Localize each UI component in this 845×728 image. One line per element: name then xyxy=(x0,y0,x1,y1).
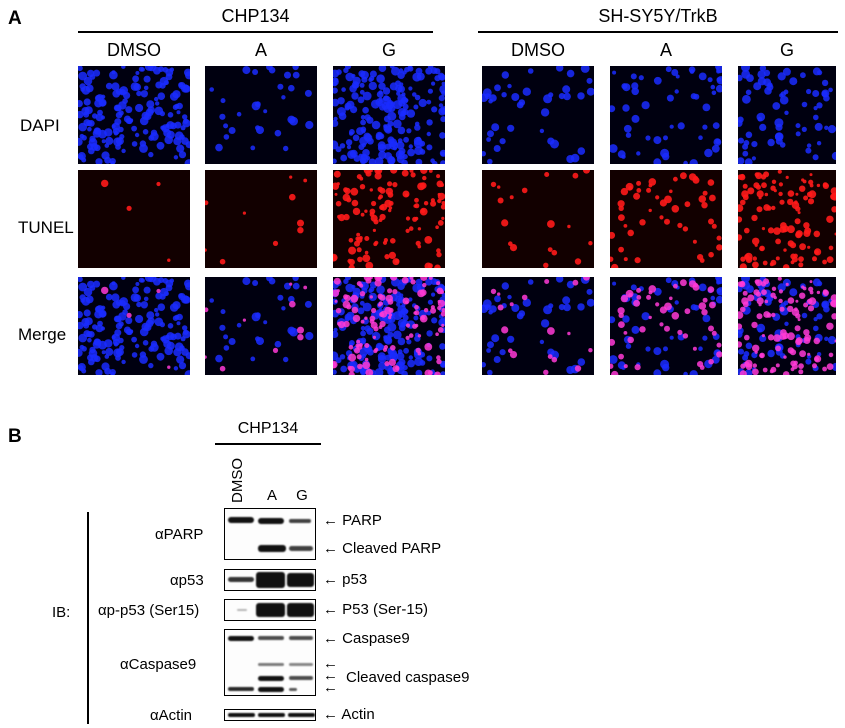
micrograph-tunel-shsy5y-g xyxy=(738,170,836,268)
blot-parp xyxy=(224,508,316,560)
lane-label-g: G xyxy=(296,487,308,504)
antibody-label-actin: αActin xyxy=(150,707,193,724)
band-caspase9-g xyxy=(289,636,313,640)
band-label-parp: ← PARP xyxy=(323,512,382,529)
column-label-shsy5y-g: G xyxy=(779,40,794,60)
micrograph-tunel-chp134-a xyxy=(205,170,317,268)
group-title-shsy5y: SH-SY5Y/TrkB xyxy=(598,6,718,26)
band-cleaved-parp-g xyxy=(289,546,313,551)
band-label-p53: ← p53 xyxy=(323,571,368,588)
band-p53-dmso xyxy=(228,577,254,582)
band-label-actin: ← Actin xyxy=(323,706,375,723)
band-caspase9-a xyxy=(258,636,284,640)
micrograph-merge-shsy5y-dmso xyxy=(482,277,594,375)
micrograph-merge-shsy5y-g xyxy=(738,277,836,375)
antibody-label-parp: αPARP xyxy=(155,526,204,543)
blot-caspase9 xyxy=(224,629,316,696)
band-cleaved-parp-a xyxy=(258,545,286,552)
column-label-chp134-g: G xyxy=(381,40,396,60)
antibody-label-p53: αp53 xyxy=(170,572,204,589)
band-actin-g xyxy=(288,713,315,717)
band-caspase9-dmso xyxy=(228,636,254,641)
micrograph-dapi-shsy5y-g xyxy=(738,66,836,164)
micrograph-tunel-shsy5y-a xyxy=(610,170,722,268)
band-label-p-p53: ← P53 (Ser-15) xyxy=(323,601,429,618)
micrograph-merge-chp134-a xyxy=(205,277,317,375)
arrow-icon: ← xyxy=(323,655,338,672)
row-label-tunel: TUNEL xyxy=(18,218,74,237)
column-label-chp134-a: A xyxy=(254,40,267,60)
micrograph-merge-chp134-dmso xyxy=(78,277,190,375)
band-parp-g xyxy=(289,519,311,523)
band-parp-a xyxy=(258,518,284,524)
band-p-p53-dmso xyxy=(237,609,247,611)
blot-p-p53 xyxy=(224,599,316,621)
ib-label: IB: xyxy=(52,604,71,621)
arrow-icon: ← xyxy=(323,679,338,696)
blot-actin xyxy=(224,709,316,721)
panel-a-letter: A xyxy=(8,8,22,29)
micrograph-dapi-chp134-a xyxy=(205,66,317,164)
band-label-cleaved-parp: ← Cleaved PARP xyxy=(323,540,442,557)
group-rule-chp134 xyxy=(78,31,433,33)
ib-bracket-line xyxy=(87,512,89,724)
band-cleaved-casp9-3-a xyxy=(258,687,284,692)
row-label-merge: Merge xyxy=(18,325,67,344)
band-actin-dmso xyxy=(228,713,255,717)
column-label-shsy5y-dmso: DMSO xyxy=(511,40,565,60)
band-p-p53-a xyxy=(256,603,285,617)
micrograph-dapi-shsy5y-dmso xyxy=(482,66,594,164)
blot-title-rule xyxy=(215,443,321,445)
micrograph-dapi-shsy5y-a xyxy=(610,66,722,164)
blot-p53 xyxy=(224,569,316,591)
group-rule-shsy5y xyxy=(478,31,838,33)
band-actin-a xyxy=(258,713,285,717)
antibody-label-caspase9: αCaspase9 xyxy=(120,656,197,673)
band-label-caspase9: ← Caspase9 xyxy=(323,630,410,647)
column-label-shsy5y-a: A xyxy=(659,40,672,60)
micrograph-dapi-chp134-dmso xyxy=(78,66,190,164)
group-title-chp134: CHP134 xyxy=(221,6,290,26)
panel-b-letter: B xyxy=(8,426,22,447)
band-cleaved-casp9-2-a xyxy=(258,676,284,681)
lane-label-dmso: DMSO xyxy=(229,458,246,503)
cleaved-casp9-arrows: ← ← ← xyxy=(323,655,338,696)
row-label-dapi: DAPI xyxy=(20,116,60,135)
micrograph-tunel-shsy5y-dmso xyxy=(482,170,594,268)
micrograph-tunel-chp134-dmso xyxy=(78,170,190,268)
micrograph-tunel-chp134-g xyxy=(333,170,445,268)
arrow-icon: ← xyxy=(323,667,338,684)
band-p53-g xyxy=(287,573,314,587)
band-cleaved-casp9-3-g xyxy=(289,688,297,691)
band-cleaved-casp9-3-dmso xyxy=(228,687,254,691)
band-cleaved-casp9-1-a xyxy=(258,663,284,666)
lane-label-a: A xyxy=(266,487,277,504)
antibody-label-p-p53: αp-p53 (Ser15) xyxy=(98,602,200,619)
column-label-chp134-dmso: DMSO xyxy=(107,40,161,60)
band-cleaved-casp9-1-g xyxy=(289,663,313,666)
micrograph-merge-chp134-g xyxy=(333,277,445,375)
band-parp-dmso xyxy=(228,517,254,523)
band-cleaved-casp9-2-g xyxy=(289,676,313,680)
band-label-cleaved-caspase9: Cleaved caspase9 xyxy=(346,669,470,686)
band-p53-a xyxy=(256,572,285,588)
band-p-p53-g xyxy=(287,603,314,617)
blot-title-chp134: CHP134 xyxy=(237,420,299,437)
micrograph-dapi-chp134-g xyxy=(333,66,445,164)
micrograph-merge-shsy5y-a xyxy=(610,277,722,375)
